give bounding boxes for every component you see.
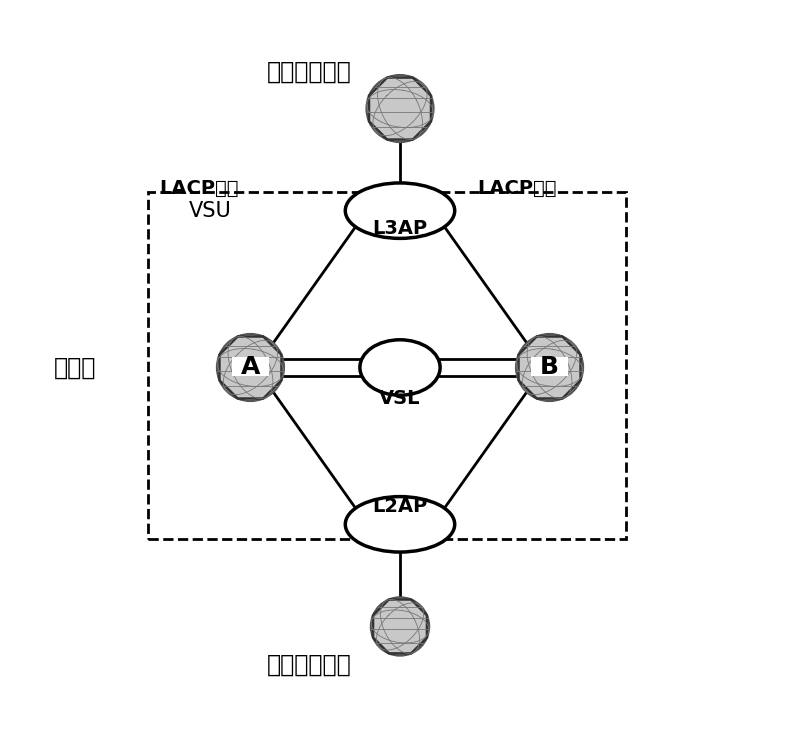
- Ellipse shape: [346, 183, 454, 238]
- Circle shape: [217, 334, 284, 401]
- Text: A: A: [241, 355, 260, 379]
- Bar: [531, 357, 568, 376]
- Text: L3AP: L3AP: [373, 220, 427, 238]
- Text: B: B: [540, 355, 559, 379]
- Text: 汇聚层: 汇聚层: [54, 356, 97, 379]
- Bar: [232, 357, 269, 376]
- Ellipse shape: [346, 497, 454, 552]
- Text: VSU: VSU: [189, 201, 231, 220]
- Text: LACP链路: LACP链路: [477, 179, 557, 198]
- Bar: [148, 193, 626, 539]
- Text: 上联对端设备: 上联对端设备: [266, 60, 351, 84]
- Text: 下联对端设备: 下联对端设备: [266, 653, 351, 677]
- Circle shape: [366, 75, 434, 142]
- Circle shape: [516, 334, 583, 401]
- Ellipse shape: [360, 340, 440, 395]
- Text: L2AP: L2AP: [372, 497, 428, 515]
- Circle shape: [371, 598, 429, 656]
- Text: LACP链路: LACP链路: [160, 179, 239, 198]
- Text: VSL: VSL: [379, 390, 421, 409]
